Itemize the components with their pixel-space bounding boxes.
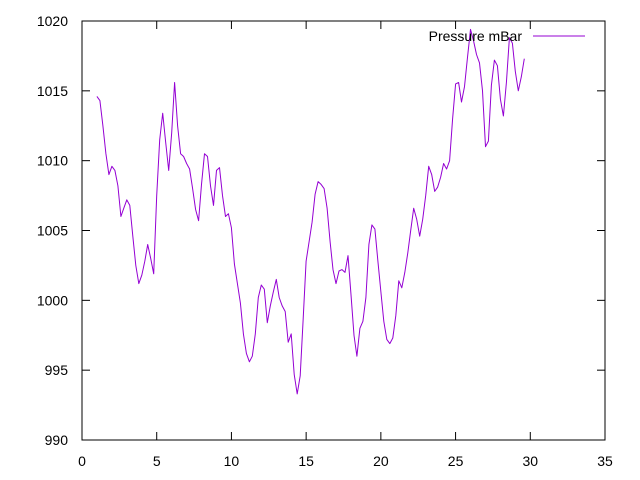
x-tick-label: 15 — [298, 453, 314, 469]
legend: Pressure mBar — [429, 28, 585, 44]
y-tick-label: 1010 — [37, 153, 68, 169]
series-layer — [96, 28, 525, 395]
x-axis: 0 5 10 15 20 25 30 35 — [78, 21, 613, 469]
x-tick-label: 30 — [522, 453, 538, 469]
y-tick-label: 1020 — [37, 13, 68, 29]
y-tick-label: 990 — [45, 432, 69, 448]
y-tick-label: 1015 — [37, 83, 68, 99]
series-line-pressure — [96, 28, 525, 395]
x-tick-label: 25 — [448, 453, 464, 469]
y-tick-label: 995 — [45, 362, 69, 378]
y-axis: 990 995 1000 1005 1010 1015 1020 — [37, 13, 605, 448]
x-tick-label: 10 — [224, 453, 240, 469]
x-tick-label: 5 — [153, 453, 161, 469]
x-tick-label: 0 — [78, 453, 86, 469]
y-tick-label: 1000 — [37, 292, 68, 308]
x-tick-label: 20 — [373, 453, 389, 469]
plot-area-border — [81, 20, 606, 441]
x-tick-label: 35 — [597, 453, 613, 469]
y-tick-label: 1005 — [37, 223, 68, 239]
legend-label: Pressure mBar — [429, 28, 523, 44]
